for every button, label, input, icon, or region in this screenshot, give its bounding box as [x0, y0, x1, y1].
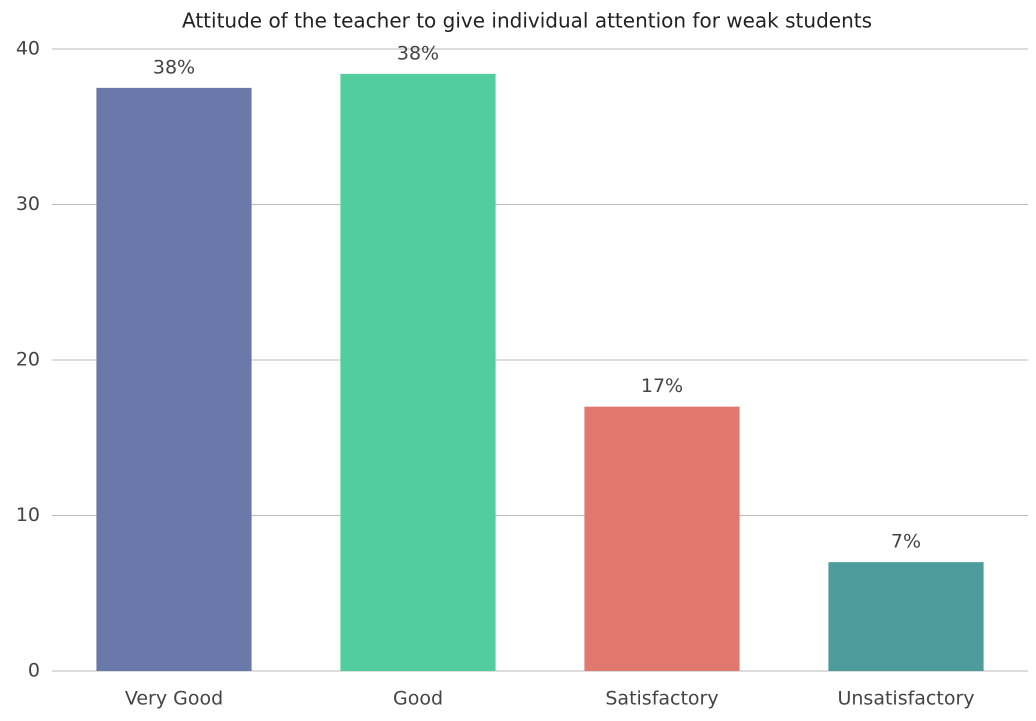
- y-tick-label: 40: [16, 38, 40, 60]
- bar: [584, 406, 740, 671]
- y-tick-label: 10: [16, 504, 40, 526]
- y-tick-label: 20: [16, 349, 40, 371]
- bar: [96, 87, 252, 671]
- data-label: 7%: [891, 531, 921, 553]
- bar: [828, 562, 984, 671]
- data-label: 38%: [153, 56, 195, 78]
- chart-title: Attitude of the teacher to give individu…: [182, 9, 872, 33]
- x-tick-label: Very Good: [125, 688, 223, 710]
- x-tick-label: Unsatisfactory: [837, 688, 974, 710]
- data-label: 17%: [641, 375, 683, 397]
- y-tick-label: 30: [16, 193, 40, 215]
- bar: [340, 73, 496, 671]
- x-tick-label: Satisfactory: [605, 688, 718, 710]
- y-tick-label: 0: [28, 660, 40, 682]
- x-tick-label: Good: [393, 688, 443, 710]
- data-label: 38%: [397, 42, 439, 64]
